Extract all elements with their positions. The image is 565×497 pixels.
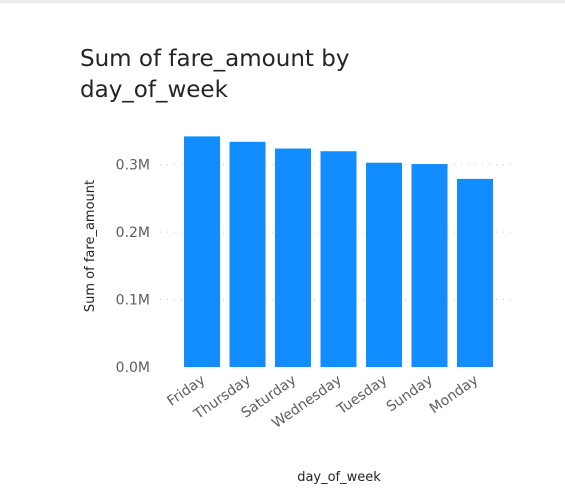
x-axis-ticks: FridayThursdaySaturdayWednesdayTuesdaySu… — [164, 372, 481, 432]
y-axis-ticks: 0.0M 0.1M 0.2M 0.3M — [116, 158, 150, 376]
x-tick-label: Tuesday — [334, 372, 391, 418]
bar-thursday[interactable] — [229, 141, 266, 367]
bar-tuesday[interactable] — [366, 162, 402, 367]
y-tick-label: 0.3M — [116, 158, 150, 174]
bars — [184, 136, 493, 367]
y-axis-title: Sum of fare_amount — [83, 180, 98, 312]
bar-friday[interactable] — [184, 136, 220, 367]
y-tick-label: 0.2M — [116, 225, 150, 241]
chart-title: Sum of fare_amount by day_of_week — [80, 46, 350, 103]
x-tick-label: Monday — [427, 372, 481, 417]
y-tick-label: 0.1M — [116, 293, 150, 309]
top-border — [0, 0, 565, 3]
bar-wednesday[interactable] — [320, 151, 357, 367]
x-axis-title: day_of_week — [297, 470, 381, 485]
bar-saturday[interactable] — [275, 148, 311, 367]
bar-monday[interactable] — [457, 178, 493, 367]
bar-sunday[interactable] — [411, 164, 448, 367]
y-tick-label: 0.0M — [116, 360, 150, 376]
x-tick-label: Sunday — [384, 372, 436, 415]
